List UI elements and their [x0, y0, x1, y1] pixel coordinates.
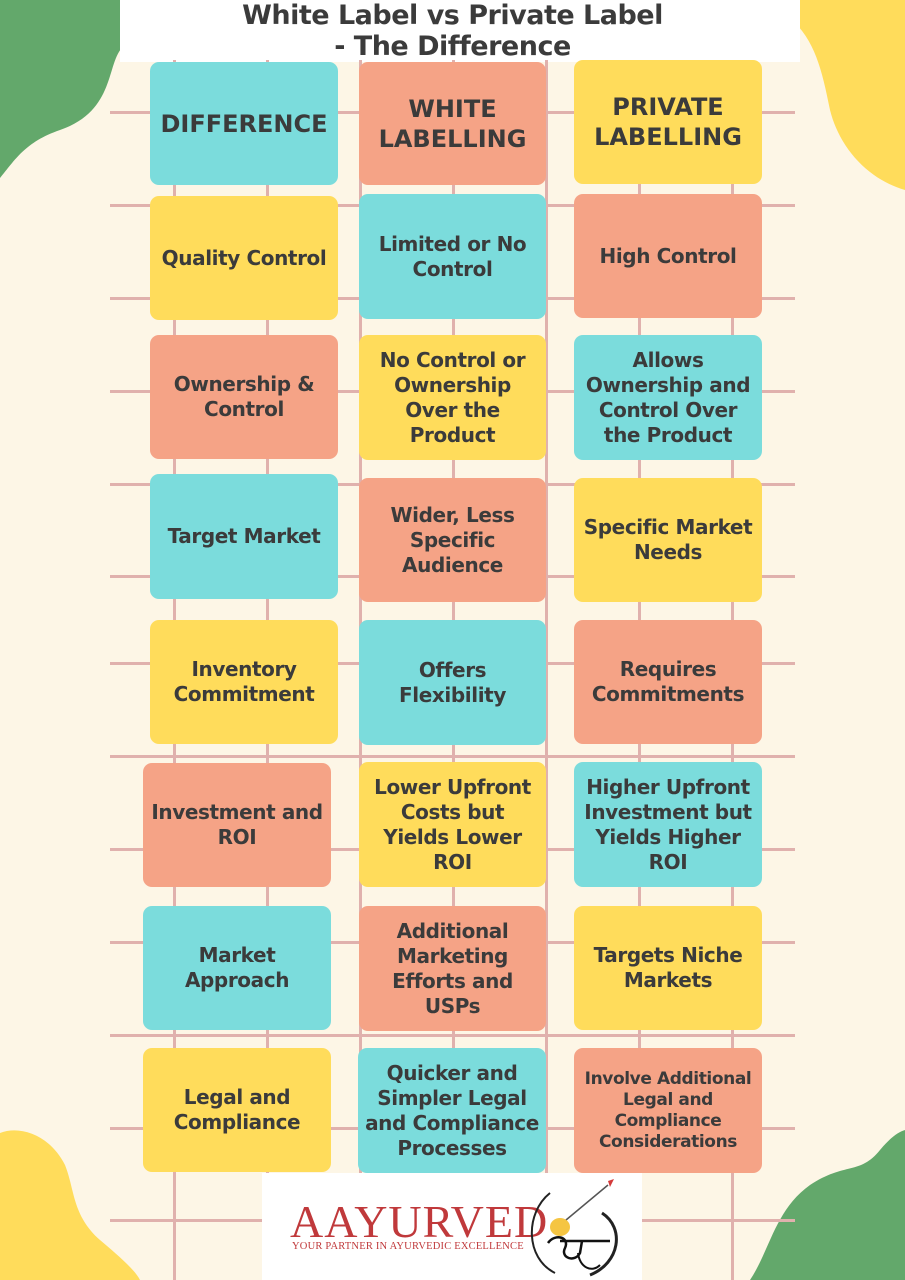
- cell-text: Wider, Less Specific Audience: [390, 502, 515, 577]
- row-3-white-label: Wider, Less Specific Audience: [359, 478, 546, 602]
- cell-text: Market Approach: [184, 943, 290, 992]
- title-line-1: White Label vs Private Label: [242, 0, 663, 31]
- cell-text: Ownership & Control: [173, 372, 315, 421]
- yellow-blob-bottom-left: [0, 1130, 140, 1280]
- row-6-private-label: Targets Niche Markets: [574, 906, 762, 1030]
- cell-text: Allows Ownership and Control Over the Pr…: [585, 347, 751, 447]
- page-title: White Label vs Private Label - The Diffe…: [0, 0, 905, 62]
- header-difference-label: DIFFERENCE: [160, 109, 328, 138]
- row-6-white-label: Additional Marketing Efforts and USPs: [359, 906, 546, 1031]
- cell-text: High Control: [599, 243, 737, 268]
- header-private-labelling: PRIVATE LABELLING: [574, 60, 762, 184]
- row-4-private-label: Requires Commitments: [574, 620, 762, 744]
- cell-text: Higher Upfront Investment but Yields Hig…: [584, 774, 752, 874]
- logo-tagline: YOUR PARTNER IN AYURVEDIC EXCELLENCE: [292, 1241, 524, 1252]
- row-2-white-label: No Control or Ownership Over the Product: [359, 335, 546, 460]
- row-4-white-label: Offers Flexibility: [359, 620, 546, 745]
- cell-text: Inventory Commitment: [173, 657, 315, 706]
- row-1-private-label: High Control: [574, 194, 762, 318]
- cell-text: Legal and Compliance: [173, 1085, 301, 1134]
- cell-text: No Control or Ownership Over the Product: [379, 347, 526, 447]
- yellow-blob-top-right: [750, 0, 905, 190]
- row-1-white-label: Limited or No Control: [359, 194, 546, 319]
- row-1-difference: Quality Control: [150, 196, 338, 320]
- cell-text: Lower Upfront Costs but Yields Lower ROI: [374, 774, 531, 874]
- header-white-labelling-label: WHITE LABELLING: [378, 94, 527, 153]
- logo-emblem-icon: [530, 1179, 618, 1277]
- cell-text: Additional Marketing Efforts and USPs: [392, 918, 513, 1018]
- row-5-private-label: Higher Upfront Investment but Yields Hig…: [574, 762, 762, 887]
- row-5-white-label: Lower Upfront Costs but Yields Lower ROI: [359, 762, 546, 887]
- cell-text: Limited or No Control: [378, 231, 527, 281]
- cell-text: Quality Control: [161, 245, 327, 270]
- cell-text: Requires Commitments: [591, 657, 745, 706]
- cell-text: Involve Additional Legal and Compliance …: [584, 1068, 752, 1152]
- header-white-labelling: WHITE LABELLING: [359, 62, 546, 185]
- green-blob-bottom-right: [750, 1130, 905, 1280]
- row-2-private-label: Allows Ownership and Control Over the Pr…: [574, 335, 762, 460]
- aayurved-logo: AAYURVED YOUR PARTNER IN AYURVEDIC EXCEL…: [262, 1173, 642, 1280]
- cell-text: Target Market: [167, 524, 321, 548]
- row-7-white-label: Quicker and Simpler Legal and Compliance…: [358, 1048, 546, 1173]
- cell-text: Specific Market Needs: [583, 515, 753, 564]
- header-private-labelling-label: PRIVATE LABELLING: [594, 93, 742, 151]
- cell-text: Quicker and Simpler Legal and Compliance…: [365, 1060, 539, 1160]
- logo-wordmark: AAYURVED: [290, 1196, 549, 1247]
- cell-text: Investment and ROI: [151, 800, 323, 849]
- row-6-difference: Market Approach: [143, 906, 331, 1030]
- row-7-private-label: Involve Additional Legal and Compliance …: [574, 1048, 762, 1173]
- row-3-difference: Target Market: [150, 474, 338, 599]
- cell-text: Offers Flexibility: [399, 657, 506, 707]
- row-2-difference: Ownership & Control: [150, 335, 338, 459]
- row-3-private-label: Specific Market Needs: [574, 478, 762, 602]
- cell-text: Targets Niche Markets: [593, 943, 743, 992]
- title-band: [120, 0, 800, 62]
- row-4-difference: Inventory Commitment: [150, 620, 338, 744]
- green-blob-top-left: [0, 0, 200, 178]
- row-5-difference: Investment and ROI: [143, 763, 331, 887]
- row-7-difference: Legal and Compliance: [143, 1048, 331, 1172]
- title-line-2: - The Difference: [334, 31, 571, 62]
- header-difference: DIFFERENCE: [150, 62, 338, 185]
